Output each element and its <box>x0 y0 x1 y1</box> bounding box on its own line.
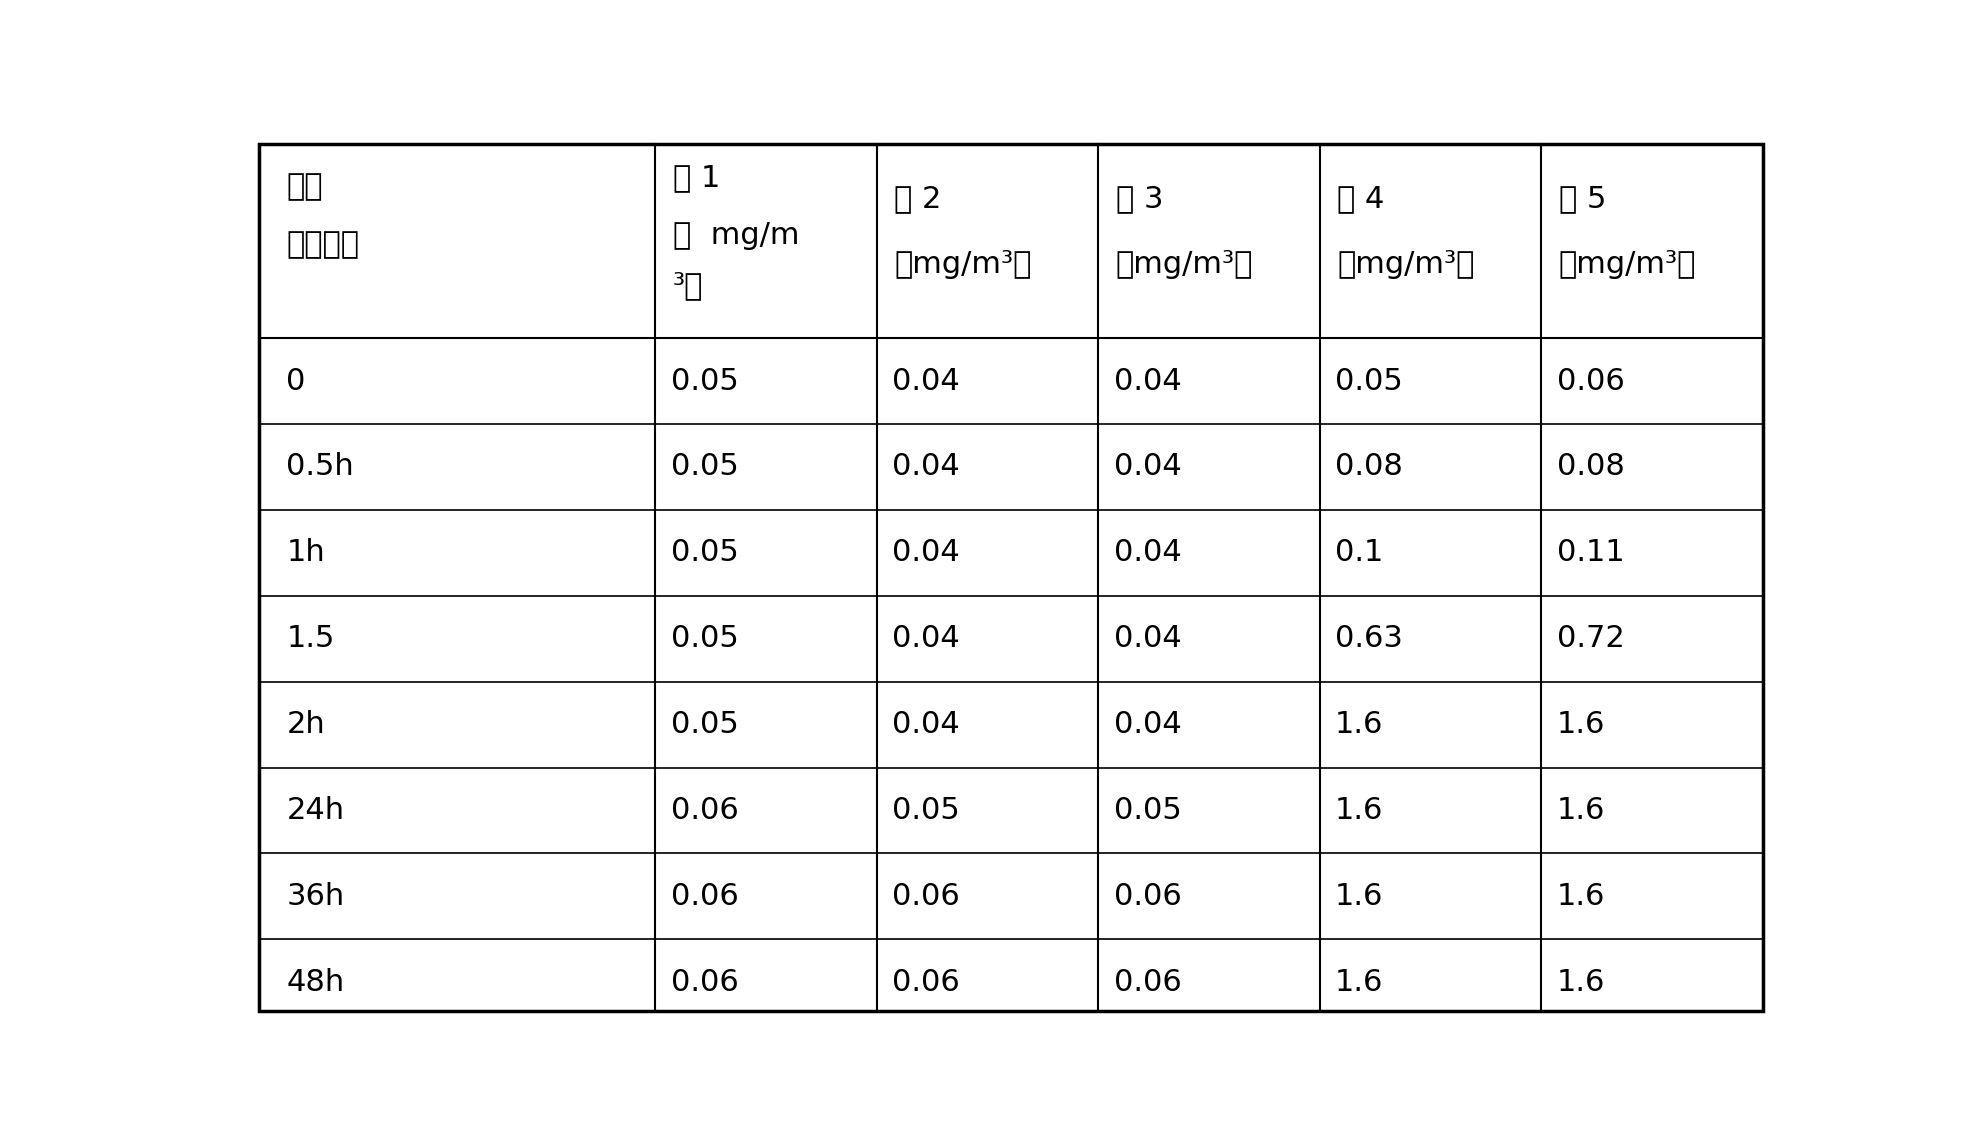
Text: 0.04: 0.04 <box>891 452 960 482</box>
Text: 组 2: 组 2 <box>895 184 943 213</box>
Text: 0.04: 0.04 <box>1114 710 1181 739</box>
Text: 组 5: 组 5 <box>1558 184 1607 213</box>
Text: 组 4: 组 4 <box>1337 184 1384 213</box>
Text: 0.05: 0.05 <box>891 796 960 825</box>
Text: 1.6: 1.6 <box>1335 968 1384 996</box>
Text: 0.06: 0.06 <box>1556 366 1625 396</box>
Text: 0.05: 0.05 <box>1335 366 1402 396</box>
Text: 1.6: 1.6 <box>1335 796 1384 825</box>
Text: 1.6: 1.6 <box>1556 710 1605 739</box>
Text: 0.63: 0.63 <box>1335 625 1402 653</box>
Text: 2h: 2h <box>286 710 325 739</box>
Text: 0.05: 0.05 <box>670 452 740 482</box>
Text: 1.6: 1.6 <box>1335 710 1384 739</box>
Text: 0.08: 0.08 <box>1556 452 1625 482</box>
Text: （  mg/m: （ mg/m <box>672 221 799 249</box>
Text: （mg/m³）: （mg/m³） <box>895 251 1031 279</box>
Text: 0.5h: 0.5h <box>286 452 355 482</box>
Text: 48h: 48h <box>286 968 345 996</box>
Text: 0.72: 0.72 <box>1556 625 1625 653</box>
Text: 0.05: 0.05 <box>670 366 740 396</box>
Text: 0.06: 0.06 <box>670 882 740 911</box>
Text: 0.06: 0.06 <box>891 882 960 911</box>
Text: 1.6: 1.6 <box>1556 968 1605 996</box>
Text: 0.05: 0.05 <box>670 625 740 653</box>
Text: 1.6: 1.6 <box>1335 882 1384 911</box>
Text: 0.06: 0.06 <box>670 796 740 825</box>
Text: 出口浓度: 出口浓度 <box>286 231 359 260</box>
Text: 0.04: 0.04 <box>891 366 960 396</box>
Text: 0.04: 0.04 <box>1114 366 1181 396</box>
Text: 0.06: 0.06 <box>891 968 960 996</box>
Text: 1h: 1h <box>286 539 325 567</box>
Text: 0.06: 0.06 <box>1114 882 1181 911</box>
Text: 0.06: 0.06 <box>670 968 740 996</box>
Text: 0.04: 0.04 <box>1114 539 1181 567</box>
Text: 组 3: 组 3 <box>1116 184 1163 213</box>
Text: 24h: 24h <box>286 796 345 825</box>
Text: 0.05: 0.05 <box>670 710 740 739</box>
Text: 组 1: 组 1 <box>672 162 720 192</box>
Text: （mg/m³）: （mg/m³） <box>1116 251 1254 279</box>
Text: 0.08: 0.08 <box>1335 452 1402 482</box>
Text: 0.11: 0.11 <box>1556 539 1625 567</box>
Text: 0.1: 0.1 <box>1335 539 1384 567</box>
Text: 时间: 时间 <box>286 173 323 201</box>
Text: ³）: ³） <box>672 271 704 300</box>
Text: 36h: 36h <box>286 882 345 911</box>
Text: 1.6: 1.6 <box>1556 796 1605 825</box>
Text: 0.04: 0.04 <box>1114 452 1181 482</box>
Text: 0.05: 0.05 <box>1114 796 1181 825</box>
Text: 1.5: 1.5 <box>286 625 335 653</box>
Text: 0.04: 0.04 <box>891 539 960 567</box>
Text: 0.06: 0.06 <box>1114 968 1181 996</box>
Text: 0: 0 <box>286 366 306 396</box>
Text: 0.05: 0.05 <box>670 539 740 567</box>
Text: 1.6: 1.6 <box>1556 882 1605 911</box>
Text: （mg/m³）: （mg/m³） <box>1558 251 1696 279</box>
Text: 0.04: 0.04 <box>891 625 960 653</box>
Text: 0.04: 0.04 <box>1114 625 1181 653</box>
Text: 0.04: 0.04 <box>891 710 960 739</box>
Text: （mg/m³）: （mg/m³） <box>1337 251 1475 279</box>
